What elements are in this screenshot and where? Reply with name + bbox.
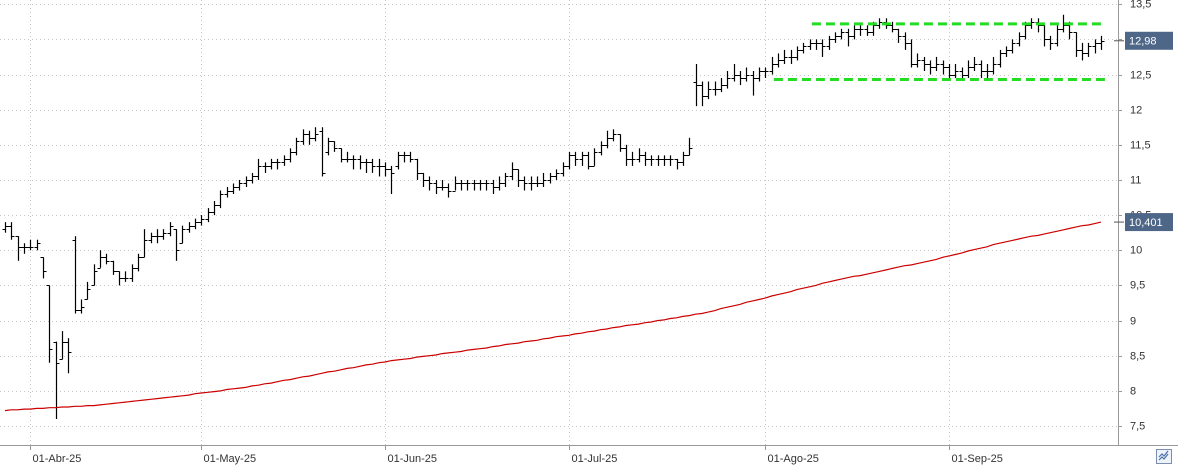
x-tick-label: 01-Abr-25 [33,453,82,465]
y-tick-label: 12,5 [1130,69,1151,81]
x-tick-label: 01-Ago-25 [768,453,819,465]
y-tick-label: 8,5 [1130,350,1145,362]
y-tick-label: 10 [1130,244,1142,256]
plot-area [2,14,1105,419]
x-tick-label: 01-Jul-25 [572,453,618,465]
y-tick-label: 8 [1130,385,1136,397]
x-tick-label: 01-May-25 [204,453,257,465]
last-value-label: 12,98 [1129,36,1157,48]
moving-average-line [4,221,1102,412]
y-tick-label: 9,5 [1130,279,1145,291]
y-tick-label: 13,5 [1130,0,1151,10]
last-value-tag [1125,213,1173,232]
x-tick-label: 01-Jun-25 [388,453,438,465]
last-value-label: 10,401 [1129,217,1163,229]
y-tick-label: 9 [1130,315,1136,327]
y-tick-label: 11,5 [1130,139,1151,151]
x-tick-label: 01-Sep-25 [952,453,1003,465]
y-tick-label: 7,5 [1130,420,1145,432]
axes: 7,588,599,51010,51111,51212,51313,501-Ab… [30,0,1173,465]
corner-button[interactable] [1156,449,1172,464]
y-tick-label: 11 [1130,174,1141,186]
last-value-tag [1125,31,1173,50]
y-tick-label: 12 [1130,104,1142,116]
